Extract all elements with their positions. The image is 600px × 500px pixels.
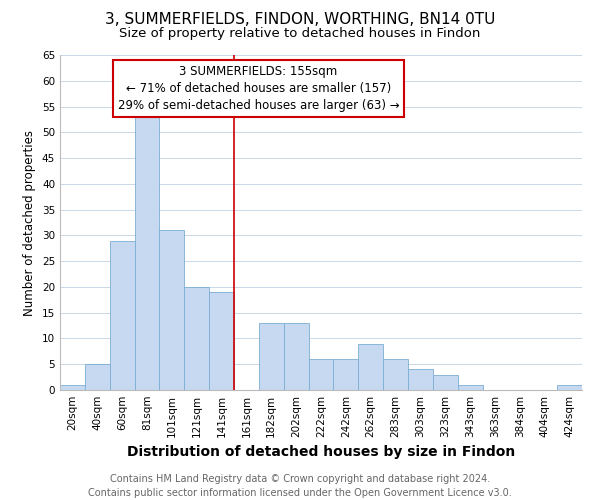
Bar — [259, 323, 284, 390]
Bar — [308, 359, 334, 390]
Text: Size of property relative to detached houses in Findon: Size of property relative to detached ho… — [119, 28, 481, 40]
Bar — [60, 385, 85, 390]
Bar — [134, 112, 160, 390]
Bar — [184, 287, 209, 390]
Bar — [408, 370, 433, 390]
Bar — [85, 364, 110, 390]
Text: 3 SUMMERFIELDS: 155sqm
← 71% of detached houses are smaller (157)
29% of semi-de: 3 SUMMERFIELDS: 155sqm ← 71% of detached… — [118, 65, 399, 112]
Bar — [433, 374, 458, 390]
Text: 3, SUMMERFIELDS, FINDON, WORTHING, BN14 0TU: 3, SUMMERFIELDS, FINDON, WORTHING, BN14 … — [105, 12, 495, 28]
Bar — [334, 359, 358, 390]
Y-axis label: Number of detached properties: Number of detached properties — [23, 130, 37, 316]
Text: Contains HM Land Registry data © Crown copyright and database right 2024.
Contai: Contains HM Land Registry data © Crown c… — [88, 474, 512, 498]
Bar — [383, 359, 408, 390]
Bar — [557, 385, 582, 390]
Bar — [110, 240, 134, 390]
Bar — [358, 344, 383, 390]
X-axis label: Distribution of detached houses by size in Findon: Distribution of detached houses by size … — [127, 446, 515, 460]
Bar — [458, 385, 482, 390]
Bar — [209, 292, 234, 390]
Bar — [160, 230, 184, 390]
Bar — [284, 323, 308, 390]
